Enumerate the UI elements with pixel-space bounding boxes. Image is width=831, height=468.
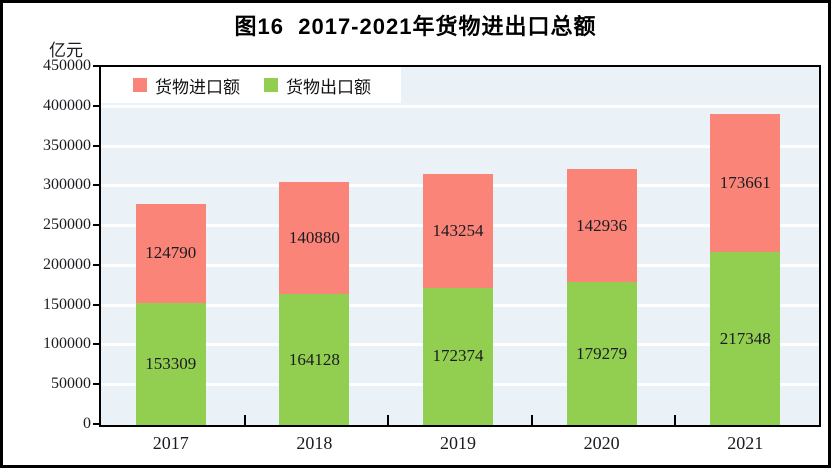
x-tick-mark [674,415,677,425]
legend-item-imports: 货物进口额 [133,73,240,98]
y-tick-mark [93,303,99,306]
bar-value-label: 142936 [576,215,628,235]
bar-value-label: 140880 [288,228,340,248]
y-tick-mark [93,65,99,67]
y-tick-label-0: 0 [83,415,91,432]
y-tick-label-450000: 450000 [43,57,91,74]
bar-value-label: 173661 [719,173,771,193]
y-tick-label-400000: 400000 [43,96,91,114]
y-tick-label-300000: 300000 [43,176,91,194]
x-tick-mark [387,415,390,425]
y-tick-label-350000: 350000 [43,136,91,154]
plot-area: 货物进口额 货物出口额 153309 124790 164128 140880 17237… [99,65,821,427]
legend-swatch-icon [133,78,147,92]
legend-label: 货物进口额 [155,77,240,97]
y-tick-label-250000: 250000 [43,216,91,234]
bar-value-label: 143254 [432,220,484,240]
x-tick-label-2017: 2017 [152,433,189,453]
x-tick-label-2019: 2019 [439,433,476,453]
y-tick-mark [93,263,99,266]
gridline-400000 [101,104,819,108]
y-tick-label-200000: 200000 [43,255,91,273]
x-tick-label-2018: 2018 [296,433,333,453]
x-tick-label-2021: 2021 [727,433,764,453]
bar-imports-2020: 142936 [566,168,637,283]
bar-value-label: 179279 [576,343,628,363]
x-tick-mark [530,415,533,425]
x-tick-mark [243,415,246,425]
y-tick-label-100000: 100000 [43,335,91,353]
bar-value-label: 164128 [288,349,340,369]
legend: 货物进口额 货物出口额 [101,67,401,103]
bar-imports-2018: 140880 [279,182,350,295]
x-tick-label-2020: 2020 [583,433,620,453]
legend-swatch-icon [264,78,278,92]
bar-value-label: 217348 [719,328,771,348]
y-tick-label-150000: 150000 [43,295,91,313]
bar-exports-2017: 153309 [135,303,206,425]
bar-exports-2020: 179279 [566,282,637,425]
bar-exports-2019: 172374 [423,287,493,425]
y-tick-mark [93,104,99,107]
bar-value-label: 172374 [432,346,484,366]
legend-label: 货物出口额 [286,77,371,97]
bar-imports-2021: 173661 [710,113,781,253]
y-axis-unit-label: 亿元 [49,41,83,60]
y-tick-mark [93,343,99,346]
y-tick-mark [93,383,99,386]
y-tick-mark [93,144,99,147]
y-tick-mark [93,184,99,187]
chart-title: 图16 2017-2021年货物进出口总额 [234,14,597,39]
y-tick-label-50000: 50000 [51,375,91,393]
y-tick-mark [93,224,99,227]
bar-exports-2018: 164128 [279,294,350,425]
bar-exports-2021: 217348 [710,252,781,425]
bar-value-label: 153309 [145,354,197,374]
bar-imports-2017: 124790 [135,203,206,304]
legend-item-exports: 货物出口额 [264,73,371,98]
bar-value-label: 124790 [145,243,197,263]
gridline-350000 [101,144,819,148]
y-tick-mark [93,423,99,425]
bar-imports-2019: 143254 [423,173,493,288]
